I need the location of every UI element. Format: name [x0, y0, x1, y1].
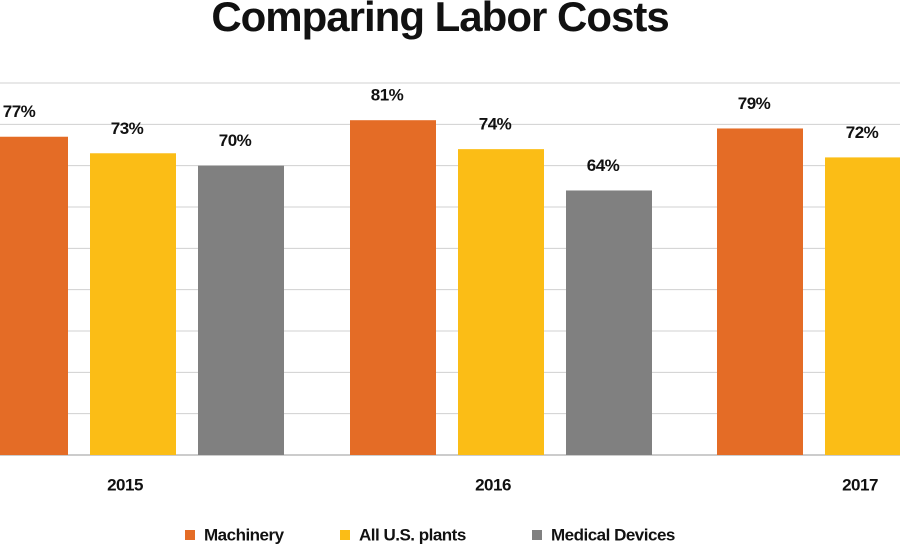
value-label: 81% [371, 86, 404, 105]
legend-swatch [532, 530, 542, 540]
bar [825, 157, 900, 455]
chart-title: Comparing Labor Costs [211, 0, 668, 40]
value-label: 73% [111, 119, 144, 138]
value-label: 79% [738, 94, 771, 113]
legend-swatch [185, 530, 195, 540]
value-label: 64% [587, 156, 620, 175]
legend-label: Medical Devices [551, 525, 675, 544]
bar [566, 190, 652, 455]
value-label: 77% [3, 102, 36, 121]
x-tick-label: 2017 [842, 475, 878, 494]
bar [350, 120, 436, 455]
bar [458, 149, 544, 455]
bar [198, 165, 284, 455]
x-tick-label: 2016 [475, 475, 511, 494]
x-tick-label: 2015 [107, 475, 143, 494]
legend-label: All U.S. plants [359, 525, 466, 544]
value-label: 72% [846, 123, 879, 142]
value-label: 70% [219, 131, 252, 150]
bar [90, 153, 176, 455]
legend-label: Machinery [204, 525, 285, 544]
legend-swatch [340, 530, 350, 540]
value-label: 74% [479, 115, 512, 134]
bar [0, 136, 68, 455]
bar [717, 128, 803, 455]
